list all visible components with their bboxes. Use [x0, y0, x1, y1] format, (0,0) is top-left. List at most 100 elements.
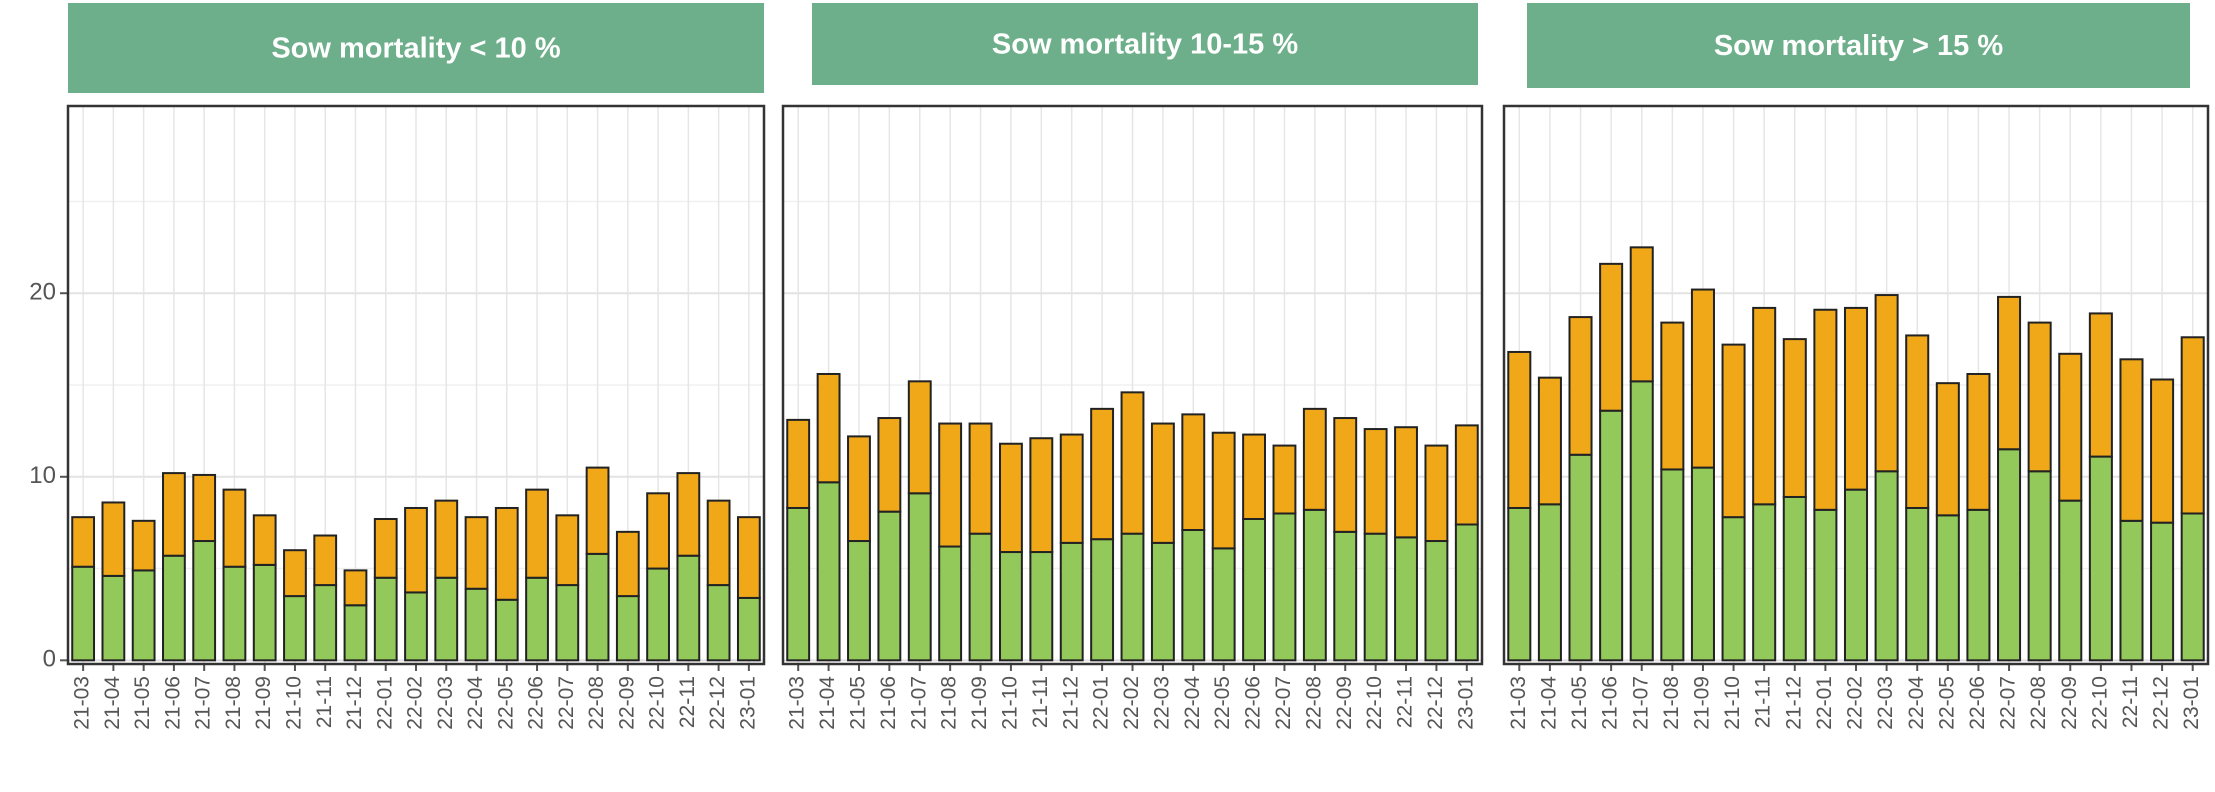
x-tick-label: 22-08 [1302, 676, 1325, 730]
x-tick-label: 22-08 [585, 676, 608, 730]
bar-segment [585, 466, 610, 555]
bar-segment [252, 563, 277, 662]
bar-segment [615, 595, 640, 662]
x-tick-label: 23-01 [1454, 676, 1477, 730]
bar-segment [131, 519, 156, 572]
bar-segment [252, 514, 277, 566]
bar-segment [1935, 382, 1960, 517]
x-tick-label: 21-12 [343, 676, 366, 730]
x-tick-label: 22-06 [525, 676, 548, 730]
bar-segment [877, 417, 902, 513]
x-tick-label: 22-05 [494, 676, 517, 730]
bar-segment [1568, 453, 1593, 662]
bar-segment [1363, 428, 1388, 535]
bar-segment [131, 569, 156, 662]
bar-segment [1966, 508, 1991, 662]
bar-segment [1629, 380, 1654, 662]
bar-segment [1537, 376, 1562, 506]
bar-segment [1721, 343, 1746, 519]
bar-segment [1752, 306, 1777, 506]
x-tick-label: 22-09 [1333, 676, 1356, 730]
x-tick-label: 21-11 [313, 676, 336, 728]
x-tick-label: 22-10 [2088, 676, 2111, 730]
bar-segment [1059, 541, 1084, 662]
x-tick-label: 21-08 [222, 676, 245, 730]
bar-segment [585, 552, 610, 662]
x-tick-label: 21-03 [1507, 676, 1530, 730]
bar-segment [998, 442, 1023, 554]
bar-segment [1568, 316, 1593, 456]
x-tick-label: 21-04 [101, 676, 124, 730]
panel-title: Sow mortality < 10 % [271, 33, 561, 65]
bar-segment [877, 510, 902, 662]
x-tick-label: 21-06 [1599, 676, 1622, 730]
x-tick-label: 22-11 [2119, 676, 2142, 728]
x-tick-label: 21-12 [1059, 676, 1082, 730]
bar-segment [525, 576, 549, 662]
x-tick-label: 21-09 [1691, 676, 1714, 730]
bar-segment [646, 492, 670, 570]
bar-segment [1507, 506, 1532, 662]
x-tick-label: 22-02 [1844, 676, 1867, 730]
bar-segment [2150, 521, 2175, 662]
bar-segment [1843, 488, 1869, 662]
bar-segment [1029, 437, 1054, 554]
bar-segment [1120, 391, 1145, 535]
bar-segment [1242, 517, 1267, 662]
bar-segment [464, 516, 489, 590]
y-tick-label: 10 [29, 462, 56, 489]
bar-segment [938, 422, 963, 548]
x-tick-label: 21-09 [252, 676, 275, 730]
bar-segment [786, 418, 811, 509]
x-tick-label: 22-04 [1905, 676, 1928, 730]
bar-segment [71, 516, 96, 568]
bar-segment [1181, 529, 1206, 662]
bar-segment [1090, 407, 1115, 541]
bar-segment [494, 506, 519, 601]
bar-segment [404, 506, 428, 594]
panel-border [781, 104, 1484, 666]
bar-segment [283, 595, 307, 662]
bar-segment [2088, 455, 2113, 662]
bar-segment [1181, 413, 1206, 532]
bar-segment [1537, 503, 1562, 662]
bar-segment [1599, 262, 1624, 412]
bar-segment [1333, 530, 1358, 662]
bar-segment [373, 576, 398, 662]
x-tick-label: 21-04 [816, 676, 839, 730]
x-tick-label: 21-03 [71, 676, 94, 730]
bar-segment [938, 545, 963, 662]
bar-segment [1120, 532, 1145, 662]
x-tick-label: 21-11 [1029, 676, 1052, 728]
x-tick-label: 22-07 [555, 676, 578, 730]
bar-segment [2088, 312, 2113, 458]
x-tick-label: 22-10 [646, 676, 669, 730]
bar-segment [968, 422, 993, 535]
bar-segment [1029, 551, 1054, 662]
bar-segment [1782, 495, 1807, 662]
bar-segment [1690, 288, 1715, 469]
bar-segment [555, 584, 580, 662]
x-tick-label: 22-04 [464, 676, 487, 730]
bar-segment [2058, 352, 2083, 502]
bar-segment [1813, 308, 1838, 511]
bar-segment [615, 530, 640, 598]
x-tick-label: 21-10 [998, 676, 1021, 730]
bar-segment [1059, 433, 1084, 544]
x-tick-label: 21-03 [786, 676, 809, 730]
x-tick-label: 21-05 [847, 676, 870, 730]
bar-segment [404, 591, 428, 662]
bar-segment [373, 517, 398, 579]
bar-segment [998, 551, 1023, 662]
bar-segment [907, 380, 932, 495]
bar-segment [343, 604, 368, 662]
x-tick-label: 21-10 [283, 676, 306, 730]
bar-segment [2119, 358, 2144, 522]
bar-segment [676, 554, 701, 662]
bar-segment [434, 576, 459, 662]
bar-segment [676, 472, 701, 557]
x-tick-label: 22-02 [404, 676, 427, 730]
x-tick-label: 22-09 [615, 676, 638, 730]
bar-segment [1874, 470, 1899, 662]
bar-segment [1813, 508, 1838, 662]
